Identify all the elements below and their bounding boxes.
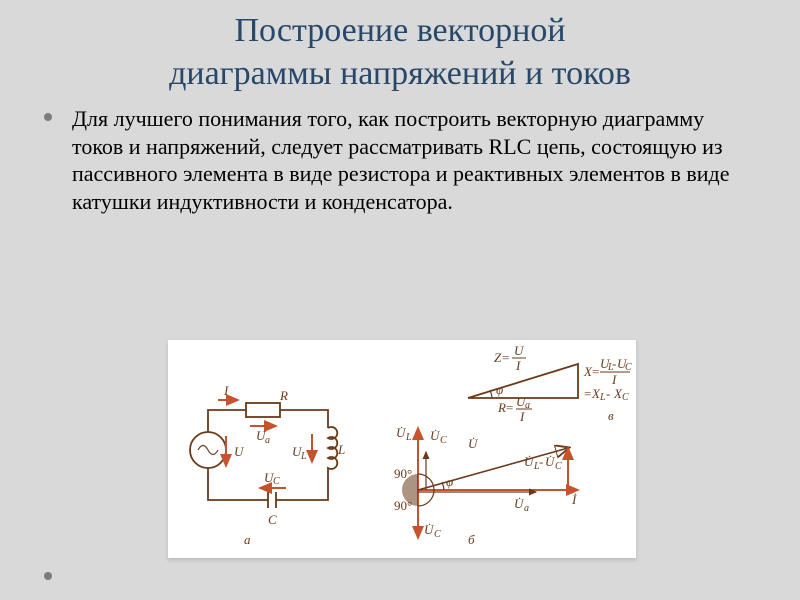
svg-text:L: L [405, 432, 412, 443]
svg-text:C: C [625, 362, 632, 373]
circuit-a: I U Ua R UL L UC C [190, 383, 345, 547]
triangle-c: φ Z = U I R = Ua I X = UL [468, 343, 632, 424]
svg-text:-: - [612, 356, 616, 371]
svg-text:I: I [519, 409, 525, 424]
body-text-block: Для лучшего понимания того, как построит… [0, 101, 800, 215]
body-text: Для лучшего понимания того, как построит… [72, 106, 730, 214]
svg-text:İ: İ [571, 492, 577, 507]
svg-text:C: C [434, 529, 441, 540]
svg-text:R: R [279, 388, 288, 403]
svg-text:Z: Z [494, 350, 502, 365]
svg-text:U̇: U̇ [468, 436, 479, 451]
svg-text:I: I [515, 358, 521, 373]
svg-text:C: C [555, 461, 562, 472]
svg-text:C: C [440, 435, 447, 446]
svg-text:=: = [506, 400, 513, 415]
svg-text:C: C [273, 476, 280, 487]
svg-text:в: в [608, 408, 614, 423]
page-title: Построение векторной диаграммы напряжени… [0, 0, 800, 101]
svg-text:L: L [300, 451, 307, 462]
svg-text:φ: φ [446, 474, 453, 489]
svg-text:б: б [468, 532, 475, 547]
svg-text:a: a [265, 435, 270, 446]
svg-text:C: C [622, 392, 629, 403]
svg-text:-: - [606, 386, 610, 401]
bullet-icon [44, 572, 52, 580]
title-line2: диаграммы напряжений и токов [169, 55, 631, 92]
svg-text:L: L [337, 442, 345, 457]
svg-text:L: L [599, 392, 606, 403]
svg-text:R: R [497, 400, 506, 415]
title-line1: Построение векторной [234, 12, 565, 49]
svg-text:=: = [584, 386, 591, 401]
svg-text:C: C [268, 512, 277, 527]
figure-container: I U Ua R UL L UC C [168, 340, 636, 558]
svg-text:-: - [539, 454, 543, 469]
svg-text:U: U [234, 444, 245, 459]
diagram-svg: I U Ua R UL L UC C [168, 340, 636, 558]
vector-diagram-b: U̇L U̇C İ U̇a U̇ U̇L - [394, 425, 578, 547]
svg-text:I: I [223, 383, 229, 398]
svg-text:U: U [514, 343, 525, 358]
svg-text:I: I [611, 372, 617, 387]
bullet-icon [44, 113, 52, 121]
svg-text:=: = [502, 350, 509, 365]
svg-text:a: a [524, 503, 529, 514]
slide: Построение векторной диаграммы напряжени… [0, 0, 800, 600]
svg-text:φ: φ [496, 382, 503, 397]
svg-text:а: а [244, 532, 251, 547]
svg-text:=: = [592, 364, 599, 379]
rlc-diagram: I U Ua R UL L UC C [168, 340, 636, 558]
